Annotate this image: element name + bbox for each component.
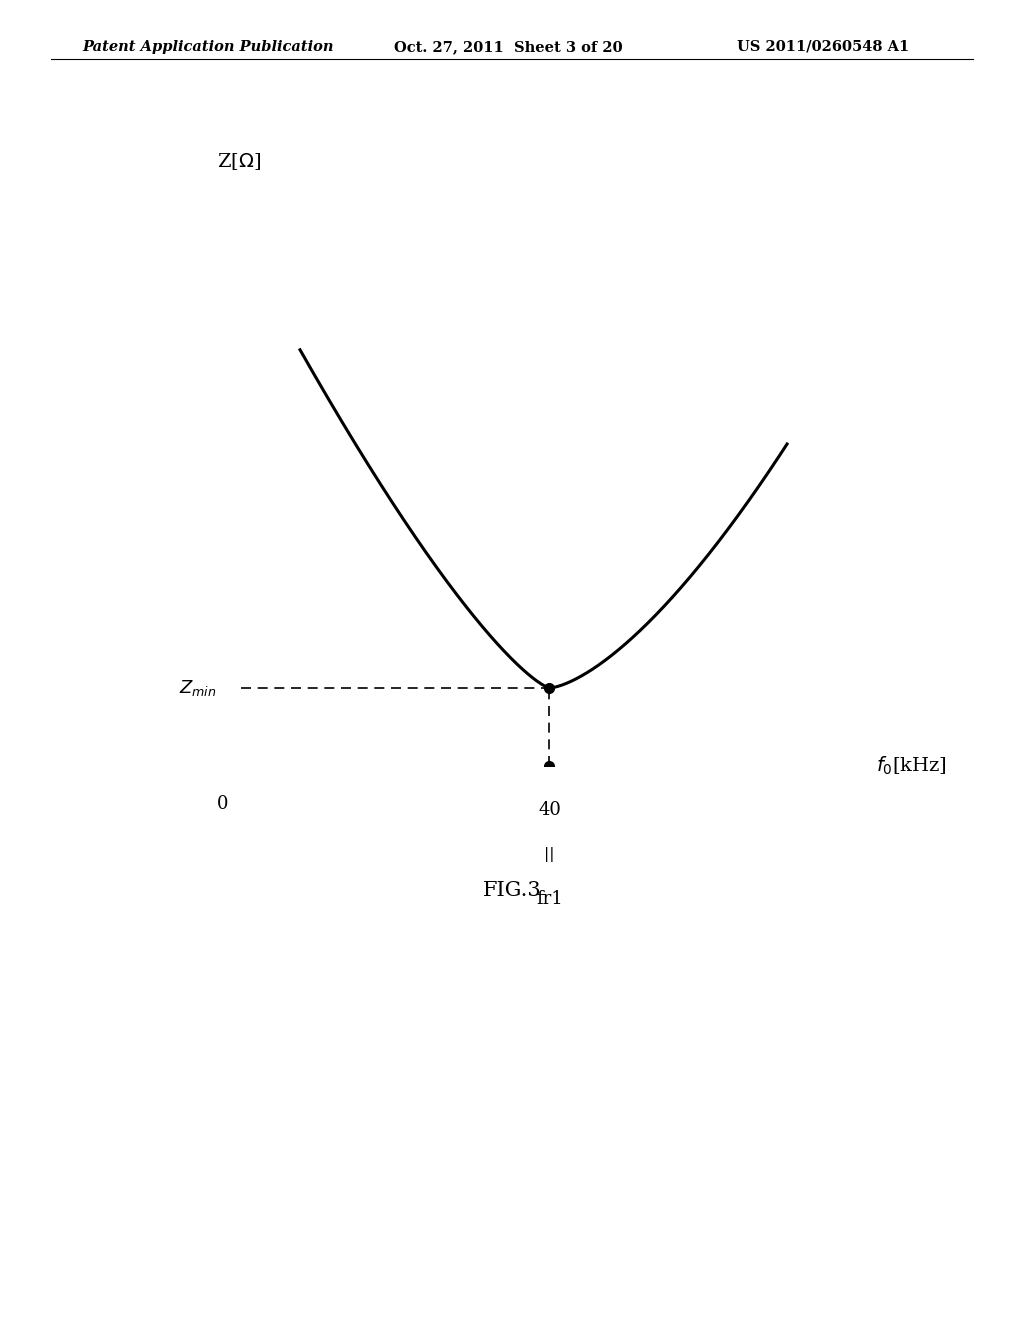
Text: 40: 40 (538, 801, 561, 818)
Text: Oct. 27, 2011  Sheet 3 of 20: Oct. 27, 2011 Sheet 3 of 20 (394, 40, 623, 54)
Text: Z[$\Omega$]: Z[$\Omega$] (217, 152, 261, 173)
Text: FIG.3: FIG.3 (482, 882, 542, 900)
Text: fr1: fr1 (537, 890, 563, 908)
Text: $f_0$[kHz]: $f_0$[kHz] (877, 755, 947, 776)
Text: Patent Application Publication: Patent Application Publication (82, 40, 334, 54)
Text: 0: 0 (217, 796, 228, 813)
Text: ||: || (544, 847, 555, 862)
Text: US 2011/0260548 A1: US 2011/0260548 A1 (737, 40, 909, 54)
Text: $Z_{min}$: $Z_{min}$ (179, 678, 217, 698)
